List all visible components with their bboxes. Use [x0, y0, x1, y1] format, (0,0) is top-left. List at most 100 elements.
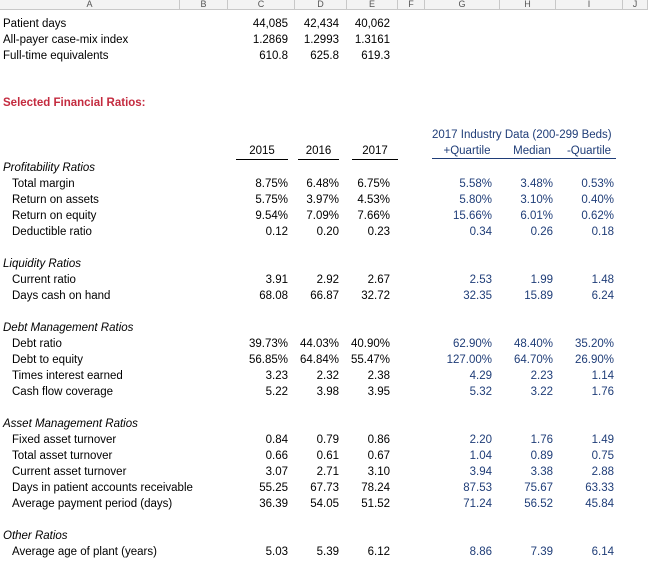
industry-value[interactable]: 45.84: [585, 498, 614, 510]
ratio-value[interactable]: 5.03: [265, 546, 288, 558]
industry-value[interactable]: 2.20: [469, 434, 492, 446]
ratio-value[interactable]: 4.53%: [357, 194, 390, 206]
ratio-value[interactable]: 9.54%: [255, 210, 288, 222]
industry-value[interactable]: 35.20%: [574, 338, 614, 350]
stat-value[interactable]: 619.3: [361, 50, 390, 62]
column-header-d[interactable]: D: [295, 0, 347, 10]
ratio-value[interactable]: 66.87: [310, 290, 339, 302]
industry-value[interactable]: 0.62%: [581, 210, 614, 222]
industry-value[interactable]: 32.35: [463, 290, 492, 302]
ratio-value[interactable]: 54.05: [310, 498, 339, 510]
industry-value[interactable]: 6.24: [591, 290, 614, 302]
ratio-value[interactable]: 44.03%: [299, 338, 339, 350]
industry-value[interactable]: 15.89: [524, 290, 553, 302]
ratio-value[interactable]: 7.66%: [357, 210, 390, 222]
ratio-value[interactable]: 3.23: [265, 370, 288, 382]
stat-value[interactable]: 1.3161: [354, 34, 390, 46]
ratio-value[interactable]: 3.98: [316, 386, 339, 398]
industry-value[interactable]: 75.67: [524, 482, 553, 494]
ratio-value[interactable]: 40.90%: [350, 338, 390, 350]
column-header-b[interactable]: B: [180, 0, 228, 10]
ratio-value[interactable]: 0.20: [316, 226, 339, 238]
industry-value[interactable]: 87.53: [463, 482, 492, 494]
industry-value[interactable]: 1.48: [591, 274, 614, 286]
ratio-value[interactable]: 8.75%: [255, 178, 288, 190]
industry-value[interactable]: 15.66%: [452, 210, 492, 222]
industry-value[interactable]: 26.90%: [574, 354, 614, 366]
ratio-value[interactable]: 67.73: [310, 482, 339, 494]
ratio-value[interactable]: 0.86: [367, 434, 390, 446]
industry-value[interactable]: 1.49: [591, 434, 614, 446]
industry-value[interactable]: 1.76: [591, 386, 614, 398]
industry-value[interactable]: 0.53%: [581, 178, 614, 190]
ratio-value[interactable]: 3.95: [367, 386, 390, 398]
ratio-value[interactable]: 3.07: [265, 466, 288, 478]
ratio-value[interactable]: 5.39: [316, 546, 339, 558]
column-header-f[interactable]: F: [398, 0, 425, 10]
ratio-value[interactable]: 2.38: [367, 370, 390, 382]
ratio-value[interactable]: 2.32: [316, 370, 339, 382]
industry-value[interactable]: 6.01%: [520, 210, 553, 222]
industry-value[interactable]: 4.29: [469, 370, 492, 382]
stat-value[interactable]: 40,062: [354, 18, 390, 30]
ratio-value[interactable]: 0.67: [367, 450, 390, 462]
industry-value[interactable]: 127.00%: [446, 354, 492, 366]
ratio-value[interactable]: 2.71: [316, 466, 339, 478]
column-header-g[interactable]: G: [425, 0, 500, 10]
industry-value[interactable]: 48.40%: [513, 338, 553, 350]
stat-value[interactable]: 44,085: [252, 18, 288, 30]
industry-value[interactable]: 8.86: [469, 546, 492, 558]
ratio-value[interactable]: 64.84%: [299, 354, 339, 366]
column-header-j[interactable]: J: [623, 0, 648, 10]
ratio-value[interactable]: 32.72: [361, 290, 390, 302]
industry-value[interactable]: 3.94: [469, 466, 492, 478]
industry-value[interactable]: 56.52: [524, 498, 553, 510]
column-header-h[interactable]: H: [500, 0, 556, 10]
ratio-value[interactable]: 0.79: [316, 434, 339, 446]
ratio-value[interactable]: 2.92: [316, 274, 339, 286]
industry-value[interactable]: 0.18: [591, 226, 614, 238]
ratio-value[interactable]: 2.67: [367, 274, 390, 286]
ratio-value[interactable]: 5.22: [265, 386, 288, 398]
industry-value[interactable]: 0.75: [591, 450, 614, 462]
industry-value[interactable]: 2.88: [591, 466, 614, 478]
industry-value[interactable]: 0.34: [469, 226, 492, 238]
industry-value[interactable]: 0.40%: [581, 194, 614, 206]
ratio-value[interactable]: 5.75%: [255, 194, 288, 206]
industry-value[interactable]: 1.99: [530, 274, 553, 286]
industry-value[interactable]: 5.32: [469, 386, 492, 398]
column-header-c[interactable]: C: [228, 0, 295, 10]
industry-value[interactable]: 3.38: [530, 466, 553, 478]
ratio-value[interactable]: 0.66: [265, 450, 288, 462]
ratio-value[interactable]: 6.48%: [306, 178, 339, 190]
ratio-value[interactable]: 36.39: [259, 498, 288, 510]
industry-value[interactable]: 5.80%: [459, 194, 492, 206]
industry-value[interactable]: 71.24: [463, 498, 492, 510]
column-header-e[interactable]: E: [347, 0, 398, 10]
ratio-value[interactable]: 6.12: [367, 546, 390, 558]
industry-value[interactable]: 1.04: [469, 450, 492, 462]
ratio-value[interactable]: 56.85%: [248, 354, 288, 366]
column-header-i[interactable]: I: [556, 0, 623, 10]
industry-value[interactable]: 1.76: [530, 434, 553, 446]
industry-value[interactable]: 63.33: [585, 482, 614, 494]
industry-value[interactable]: 0.26: [530, 226, 553, 238]
ratio-value[interactable]: 3.97%: [306, 194, 339, 206]
industry-value[interactable]: 5.58%: [459, 178, 492, 190]
ratio-value[interactable]: 78.24: [361, 482, 390, 494]
ratio-value[interactable]: 3.10: [367, 466, 390, 478]
industry-value[interactable]: 3.10%: [520, 194, 553, 206]
industry-value[interactable]: 0.89: [530, 450, 553, 462]
stat-value[interactable]: 625.8: [310, 50, 339, 62]
industry-value[interactable]: 7.39: [530, 546, 553, 558]
ratio-value[interactable]: 3.91: [265, 274, 288, 286]
stat-value[interactable]: 1.2993: [303, 34, 339, 46]
industry-value[interactable]: 2.23: [530, 370, 553, 382]
industry-value[interactable]: 1.14: [591, 370, 614, 382]
stat-value[interactable]: 1.2869: [252, 34, 288, 46]
industry-value[interactable]: 2.53: [469, 274, 492, 286]
ratio-value[interactable]: 68.08: [259, 290, 288, 302]
stat-value[interactable]: 610.8: [259, 50, 288, 62]
stat-value[interactable]: 42,434: [303, 18, 339, 30]
industry-value[interactable]: 64.70%: [513, 354, 553, 366]
